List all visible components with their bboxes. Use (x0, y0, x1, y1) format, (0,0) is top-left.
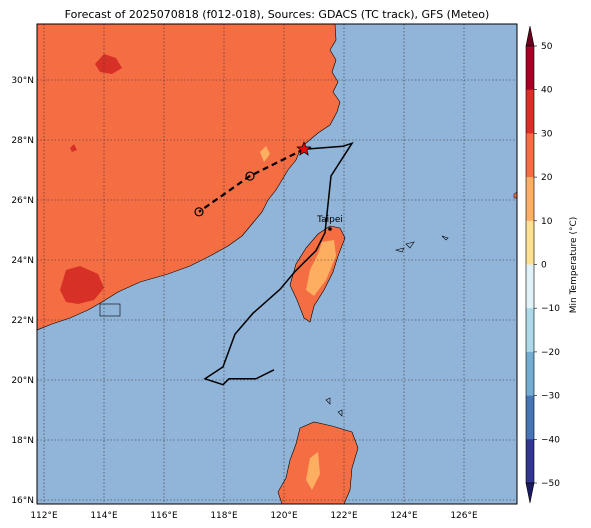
forecast-position-marker (245, 171, 255, 181)
warm-patch-coast (260, 146, 270, 162)
colorbar-segment (526, 308, 534, 353)
lon-tick-label: 120°E (270, 511, 298, 521)
colorbar-tick-label: 40 (541, 86, 553, 96)
colorbar-bottom-extension (525, 482, 535, 504)
mainland-land (37, 24, 341, 331)
lon-tick-label: 112°E (30, 511, 58, 521)
colorbar-tick-label: −10 (541, 304, 560, 314)
colorbar-tick-label: −40 (541, 435, 560, 445)
island-ryukyu-c (441, 235, 449, 241)
island-babuyan (337, 409, 343, 417)
island-ryukyu-a (394, 247, 405, 253)
gridlines (37, 24, 517, 504)
tc-track-past (203, 141, 354, 386)
colorbar-tick-label: 50 (541, 42, 553, 52)
colorbar-tick-label: 0 (541, 261, 547, 271)
colorbar-tick-label: 10 (541, 217, 553, 227)
colorbar-segment (526, 133, 534, 178)
lat-tick-label: 26°N (11, 196, 34, 206)
tc-current-position-marker (296, 141, 312, 156)
colorbar-segment (526, 46, 534, 90)
colorbar: 50 40 30 20 10 0 −10 −20 −30 −40 −50 Min Temperatu… (525, 25, 579, 504)
lon-tick-label: 116°E (150, 511, 178, 521)
lon-tick-label: 118°E (210, 511, 238, 521)
colorbar-tick-label: −50 (541, 479, 560, 489)
figure-title: Forecast of 2025070818 (f012-018), Sourc… (65, 8, 490, 21)
colorbar-tick-label: −20 (541, 348, 560, 358)
lat-axis: 30°N 28°N 26°N 24°N 22°N 20°N 18°N 16°N (11, 76, 34, 506)
taipei-dot (328, 227, 332, 231)
lon-tick-label: 114°E (90, 511, 118, 521)
lon-axis: 112°E 114°E 116°E 118°E 120°E 122°E 124°… (30, 511, 478, 521)
colorbar-top-extension (525, 25, 535, 47)
island-east (513, 191, 517, 199)
luzon-highland (306, 452, 320, 490)
lat-tick-label: 20°N (11, 376, 34, 386)
lat-tick-label: 18°N (11, 436, 34, 446)
forecast-position-marker (194, 207, 204, 217)
delta-box (99, 303, 121, 317)
colorbar-tick-label: 30 (541, 129, 553, 139)
island-ryukyu-b (405, 241, 415, 249)
taipei-label: Taipei (316, 215, 343, 225)
colorbar-segment (526, 177, 534, 222)
lat-tick-label: 28°N (11, 136, 34, 146)
taiwan-mountains (306, 240, 336, 296)
lon-tick-label: 122°E (330, 511, 358, 521)
map-frame (36, 23, 518, 505)
colorbar-segment (526, 220, 534, 265)
lat-tick-label: 24°N (11, 256, 34, 266)
lon-tick-label: 126°E (450, 511, 478, 521)
island-batanes (325, 397, 331, 405)
lat-tick-label: 30°N (11, 76, 34, 86)
map-panel: Taipei (37, 24, 517, 504)
colorbar-label: Min Temperature (°C) (569, 217, 579, 314)
colorbar-tick-label: −30 (541, 392, 560, 402)
hot-patch-guangdong (60, 266, 104, 304)
colorbar-segment (526, 89, 534, 134)
colorbar-segment (526, 439, 534, 484)
colorbar-segment (526, 264, 534, 309)
colorbar-segment (526, 351, 534, 396)
colorbar-segment (526, 395, 534, 440)
colorbar-tick-label: 20 (541, 173, 553, 183)
tc-track-forecast (198, 148, 305, 213)
lat-tick-label: 16°N (11, 496, 34, 506)
hot-patch-small (70, 144, 77, 152)
hot-patch-north (95, 54, 122, 74)
lat-tick-label: 22°N (11, 316, 34, 326)
lon-tick-label: 124°E (390, 511, 418, 521)
